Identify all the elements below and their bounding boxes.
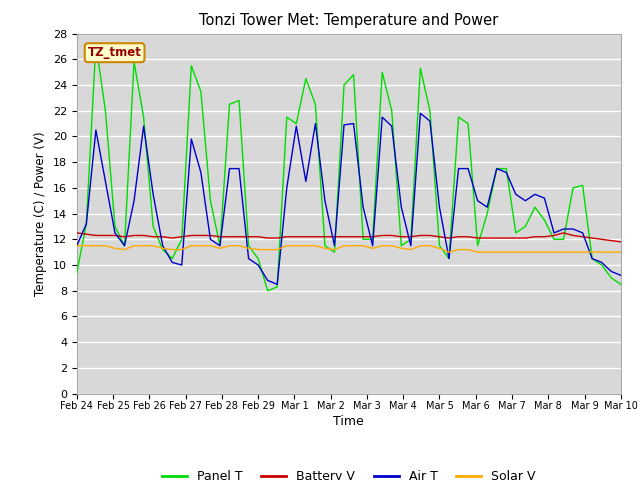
Title: Tonzi Tower Met: Temperature and Power: Tonzi Tower Met: Temperature and Power: [199, 13, 499, 28]
X-axis label: Time: Time: [333, 415, 364, 429]
Y-axis label: Temperature (C) / Power (V): Temperature (C) / Power (V): [35, 132, 47, 296]
Legend: Panel T, Battery V, Air T, Solar V: Panel T, Battery V, Air T, Solar V: [157, 465, 541, 480]
Text: TZ_tmet: TZ_tmet: [88, 46, 141, 59]
